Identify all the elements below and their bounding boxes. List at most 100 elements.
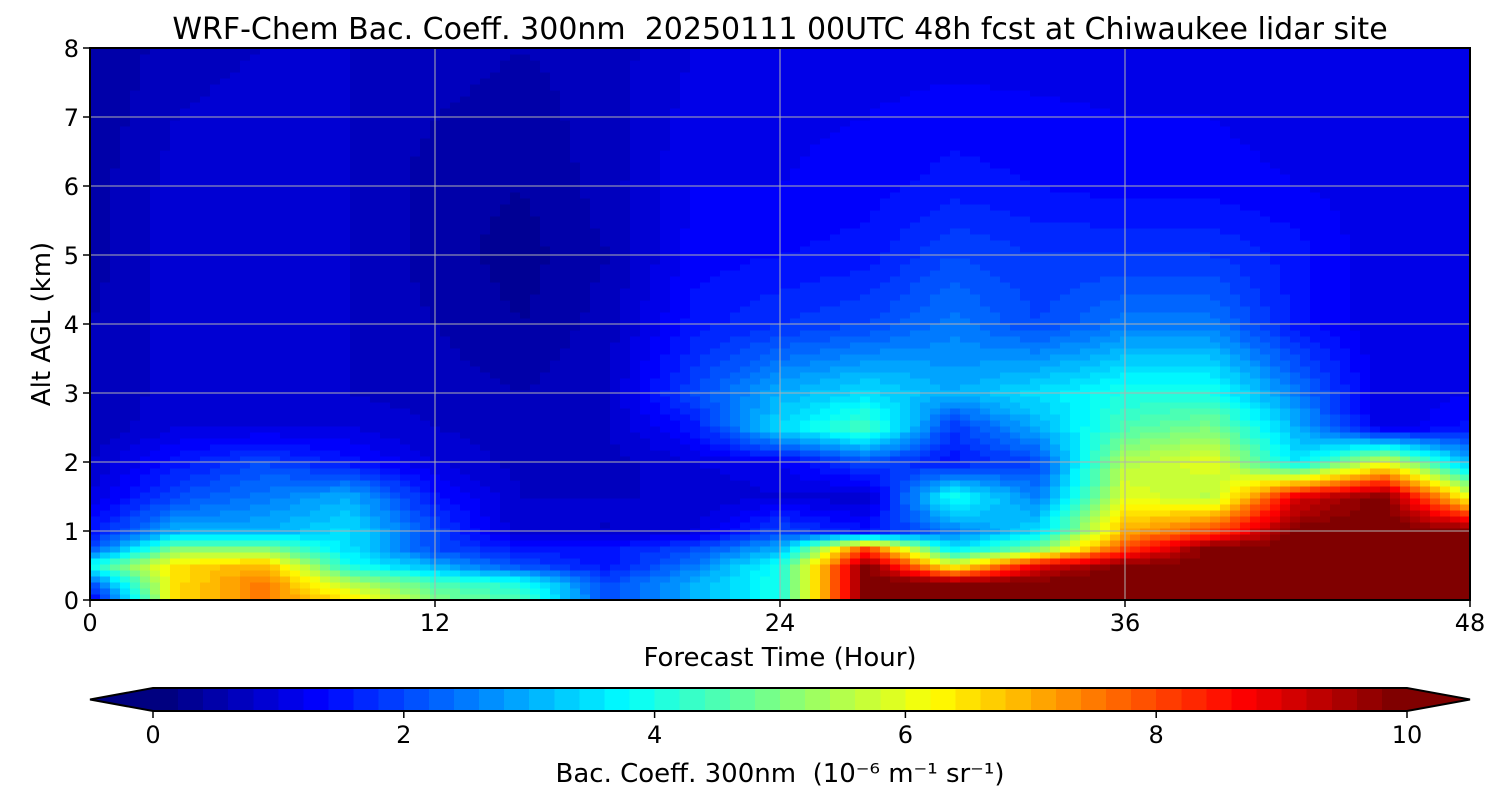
heatmap-cell (110, 444, 121, 451)
heatmap-cell (250, 552, 261, 559)
heatmap-cell (1050, 516, 1061, 523)
heatmap-cell (320, 414, 331, 421)
heatmap-cell (1230, 534, 1241, 541)
heatmap-cell (490, 480, 501, 487)
heatmap-cell (120, 522, 131, 529)
heatmap-cell (1210, 534, 1221, 541)
heatmap-cell (1400, 594, 1411, 600)
heatmap-cell (1010, 516, 1021, 523)
heatmap-cell (1310, 456, 1321, 463)
heatmap-cell (1260, 462, 1271, 469)
heatmap-cell (550, 558, 561, 565)
heatmap-cell (650, 420, 661, 427)
heatmap-cell (520, 564, 531, 571)
heatmap-cell (1160, 570, 1171, 577)
heatmap-cell (850, 408, 861, 415)
heatmap-cell (190, 594, 201, 600)
heatmap-cell (1180, 504, 1191, 511)
heatmap-cell (540, 540, 551, 547)
heatmap-cell (1140, 564, 1151, 571)
heatmap-cell (1070, 594, 1081, 600)
heatmap-cell (500, 582, 511, 589)
heatmap-cell (1330, 582, 1341, 589)
heatmap-cell (770, 414, 781, 421)
heatmap-cell (1260, 522, 1271, 529)
heatmap-cell (200, 468, 211, 475)
heatmap-cell (1080, 462, 1091, 469)
heatmap-cell (200, 576, 211, 583)
heatmap-cell (350, 378, 361, 385)
heatmap-cell (440, 402, 451, 409)
heatmap-cell (870, 492, 881, 499)
heatmap-cell (580, 564, 591, 571)
heatmap-cell (210, 570, 221, 577)
heatmap-cell (230, 534, 241, 541)
heatmap-cell (1370, 420, 1381, 427)
heatmap-cell (510, 420, 521, 427)
heatmap-cell (890, 546, 901, 553)
heatmap-cell (390, 456, 401, 463)
heatmap-cell (1170, 594, 1181, 600)
heatmap-cell (1170, 384, 1181, 391)
heatmap-cell (320, 558, 331, 565)
heatmap-cell (140, 558, 151, 565)
heatmap-cell (1240, 510, 1251, 517)
heatmap-cell (450, 540, 461, 547)
heatmap-cell (1020, 426, 1031, 433)
heatmap-cell (360, 522, 371, 529)
heatmap-cell (1210, 498, 1221, 505)
heatmap-cell (880, 402, 891, 409)
heatmap-cell (560, 384, 571, 391)
heatmap-cell (860, 468, 871, 475)
heatmap-cell (660, 408, 671, 415)
heatmap-cell (270, 510, 281, 517)
heatmap-cell (1100, 504, 1111, 511)
heatmap-cell (1360, 450, 1371, 457)
heatmap-cell (210, 474, 221, 481)
heatmap-cell (1030, 564, 1041, 571)
heatmap-cell (590, 468, 601, 475)
heatmap-cell (1040, 552, 1051, 559)
heatmap-cell (1270, 420, 1281, 427)
heatmap-cell (100, 588, 111, 595)
heatmap-cell (1100, 498, 1111, 505)
heatmap-cell (400, 510, 411, 517)
heatmap-cell (1210, 462, 1221, 469)
heatmap-cell (1140, 468, 1151, 475)
heatmap-cell (990, 564, 1001, 571)
heatmap-cell (850, 396, 861, 403)
heatmap-cell (1460, 426, 1470, 433)
heatmap-cell (500, 402, 511, 409)
heatmap-cell (1440, 588, 1451, 595)
heatmap-cell (880, 468, 891, 475)
heatmap-cell (440, 552, 451, 559)
heatmap-cell (420, 558, 431, 565)
heatmap-cell (260, 432, 271, 439)
heatmap-cell (1250, 522, 1261, 529)
heatmap-cell (1150, 594, 1161, 600)
heatmap-cell (590, 384, 601, 391)
heatmap-cell (220, 486, 231, 493)
heatmap-cell (970, 522, 981, 529)
heatmap-cell (930, 426, 941, 433)
heatmap-cell (400, 408, 411, 415)
heatmap-cell (860, 540, 871, 547)
heatmap-cell (610, 474, 621, 481)
heatmap-cell (1040, 564, 1051, 571)
heatmap-cell (1380, 492, 1391, 499)
heatmap-cell (1090, 576, 1101, 583)
heatmap-cell (920, 384, 931, 391)
heatmap-cell (940, 498, 951, 505)
heatmap-cell (1380, 414, 1391, 421)
heatmap-cell (740, 534, 751, 541)
heatmap-cell (840, 516, 851, 523)
heatmap-cell (930, 414, 941, 421)
heatmap-cell (1240, 516, 1251, 523)
heatmap-cell (870, 438, 881, 445)
heatmap-cell (830, 438, 841, 445)
heatmap-cell (670, 462, 681, 469)
heatmap-cell (1320, 570, 1331, 577)
heatmap-cell (1230, 516, 1241, 523)
heatmap-cell (580, 576, 591, 583)
heatmap-cell (690, 540, 701, 547)
